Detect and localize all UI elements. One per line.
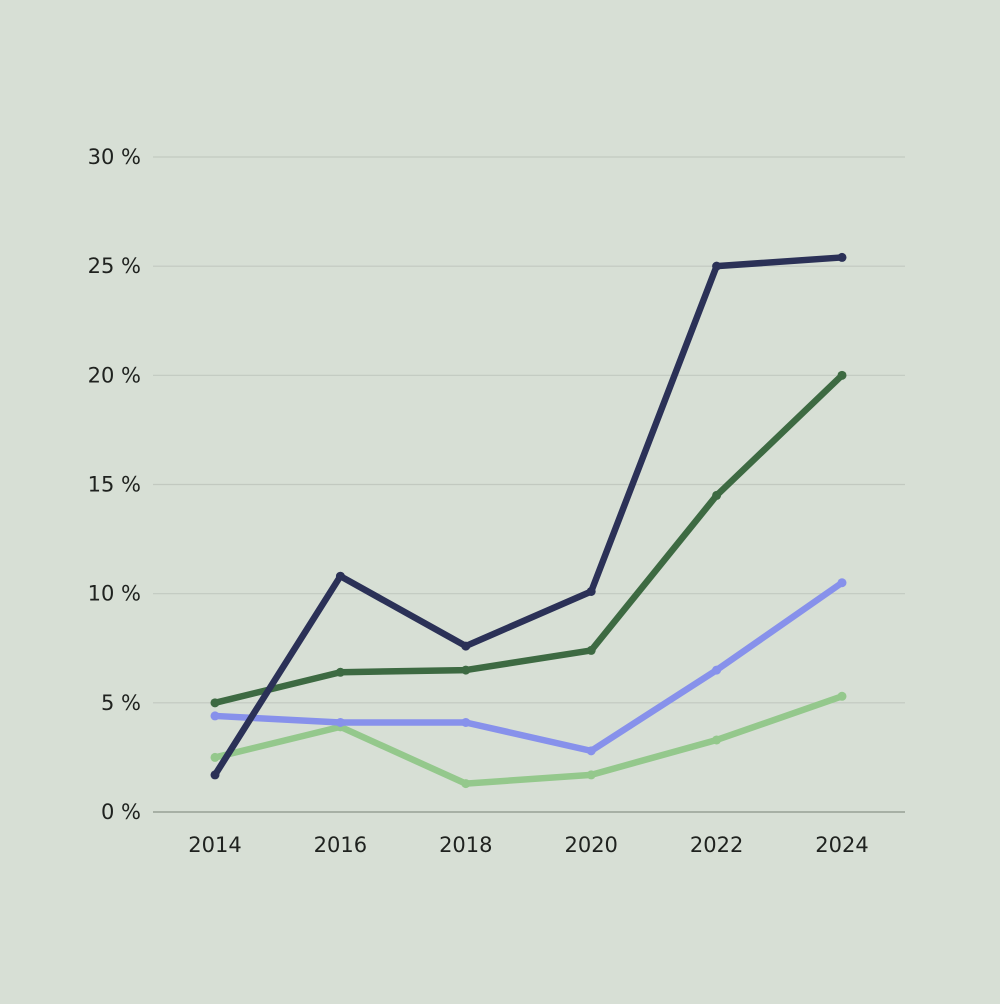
y-tick-label: 5 % [101,691,141,715]
series-periwinkle-point [461,717,471,727]
series-navy-point [712,261,722,271]
x-tick-label: 2016 [314,833,367,857]
series-dark-green-point [712,490,722,500]
series-navy-line [211,254,846,779]
series-dark-green-point [210,698,220,708]
series-light-green-point [837,691,847,701]
x-tick-label: 2014 [188,833,241,857]
x-tick-label: 2018 [439,833,492,857]
series-periwinkle-point [712,665,722,675]
x-tick-label: 2022 [690,833,743,857]
series-navy-point [210,770,220,780]
y-tick-label: 15 % [88,473,141,497]
series-light-green-point [712,735,722,745]
y-tick-label: 0 % [101,800,141,824]
series-periwinkle-point [586,746,596,756]
series-navy-point [461,641,471,651]
series-dark-green-line [211,372,846,707]
y-tick-label: 25 % [88,254,141,278]
series-light-green-line [211,693,846,787]
y-tick-label: 10 % [88,582,141,606]
series-dark-green-point [461,665,471,675]
series-dark-green-point [335,667,345,677]
series-navy-point [335,571,345,581]
series-periwinkle-line [211,579,846,755]
series-navy-point [586,586,596,596]
series-light-green-point [586,770,596,780]
series-light-green-point [210,752,220,762]
series-periwinkle-point [335,717,345,727]
series-navy-point [837,252,847,262]
y-tick-label: 20 % [88,363,141,387]
series-dark-green-point [586,645,596,655]
series-periwinkle-point [837,578,847,588]
x-tick-label: 2024 [815,833,868,857]
y-tick-label: 30 % [88,145,141,169]
x-tick-label: 2020 [564,833,617,857]
series-light-green-point [461,779,471,789]
series-dark-green-point [837,370,847,380]
series-periwinkle-point [210,711,220,721]
